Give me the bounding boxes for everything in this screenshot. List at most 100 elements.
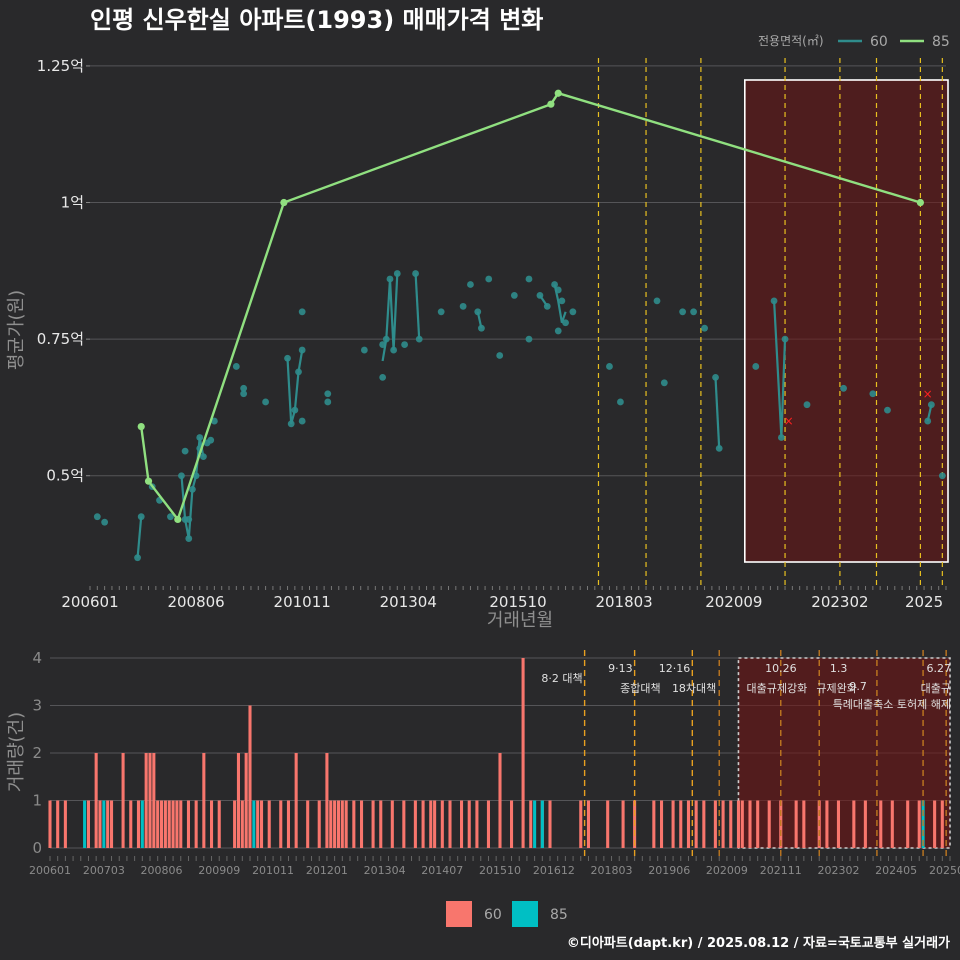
series-60-point — [701, 324, 708, 332]
volume-bar-60 — [329, 800, 333, 848]
volume-bar-60 — [325, 753, 329, 848]
volume-bar-60 — [86, 800, 90, 848]
volume-bar-60 — [244, 753, 248, 848]
series-60-point — [536, 292, 544, 299]
volume-x-tick-label: 200601 — [29, 864, 71, 877]
series-60-point — [207, 436, 215, 444]
series-60-point — [770, 297, 778, 305]
series-60-point — [467, 281, 474, 288]
footer-credit: ©디아파트(dapt.kr) / 2025.08.12 / 자료=국토교통부 실… — [567, 935, 950, 951]
volume-bar-60 — [279, 800, 283, 848]
volume-bar-60 — [906, 800, 910, 848]
policy-annotation-detail: 규제완화 — [816, 682, 856, 695]
series-60-point — [196, 434, 204, 441]
volume-bar-60 — [233, 800, 237, 848]
series-60-point — [401, 341, 408, 348]
volume-bar-60 — [890, 800, 894, 848]
volume-x-tick-label: 201906 — [648, 864, 690, 877]
volume-x-tick-label: 201612 — [533, 864, 575, 877]
volume-bar-60 — [836, 800, 840, 848]
series-60-point — [185, 535, 193, 542]
series-60-point — [134, 554, 141, 562]
series-60-point — [101, 518, 109, 526]
volume-bar-60 — [371, 800, 375, 848]
series-60-point — [200, 453, 207, 460]
series-60-point — [437, 308, 445, 316]
series-60-point — [551, 281, 558, 288]
cancelled-deal-mark: × — [784, 414, 794, 428]
volume-bar-60 — [267, 800, 271, 848]
volume-bar-60 — [186, 800, 190, 848]
bar-legend-swatch-85 — [512, 901, 538, 927]
volume-bar-60 — [217, 800, 221, 848]
volume-x-tick-label: 202507 — [929, 864, 960, 877]
volume-bar-60 — [194, 800, 198, 848]
volume-bar-60 — [129, 800, 133, 848]
series-60-point — [938, 472, 946, 480]
volume-bar-60 — [256, 800, 260, 848]
volume-bar-60 — [260, 800, 264, 848]
series-60-point — [189, 485, 196, 493]
y-tick-label: 0.75억 — [37, 330, 84, 348]
volume-x-tick-label: 202405 — [875, 864, 917, 877]
volume-bar-60 — [294, 753, 298, 848]
volume-bar-60 — [767, 800, 771, 848]
y-tick-label: 1억 — [61, 194, 84, 212]
volume-x-tick-label: 200703 — [83, 864, 125, 877]
volume-bar-60 — [379, 800, 383, 848]
series-60-point — [167, 513, 174, 521]
volume-bar-60 — [56, 800, 60, 848]
x-tick-label: 200601 — [61, 593, 118, 611]
volume-bar-60 — [460, 800, 464, 848]
policy-annotation: 12·16 — [659, 662, 691, 675]
series-60-point — [690, 308, 697, 316]
volume-bar-60 — [317, 800, 321, 848]
volume-bar-60 — [917, 800, 921, 848]
series-60-point — [617, 398, 624, 406]
line-legend: 전용면적(㎡) 60 85 — [758, 34, 950, 50]
volume-x-tick-label: 201304 — [364, 864, 406, 877]
volume-y-axis-title: 거래량(건) — [6, 712, 27, 792]
series-60-point — [803, 401, 811, 409]
volume-bar-60 — [736, 800, 740, 848]
series-60-point — [554, 286, 562, 294]
volume-bar-60 — [713, 800, 717, 848]
volume-x-tick-label: 201407 — [421, 864, 463, 877]
series-60-point — [543, 302, 551, 310]
volume-bar-60 — [156, 800, 160, 848]
volume-bar-60 — [136, 800, 140, 848]
volume-x-tick-label: 201510 — [479, 864, 521, 877]
volume-bar-60 — [548, 800, 552, 848]
series-60-point — [715, 445, 723, 452]
x-axis-title: 거래년월 — [487, 610, 553, 631]
volume-plot: 0 1 2 3 4 8·2 대책 9·13 종합대책 12·16 18차대책 10.26 대출규제강화… — [29, 649, 960, 877]
y-axis-title: 평균가(원) — [6, 290, 27, 370]
volume-bar-60 — [236, 753, 240, 848]
volume-bar-60 — [160, 800, 164, 848]
bar-legend-label-85: 85 — [550, 907, 568, 923]
volume-bar-60 — [486, 800, 490, 848]
series-60-point — [777, 434, 785, 441]
volume-bar-60 — [879, 800, 883, 848]
volume-x-tick-label: 201011 — [252, 864, 294, 877]
line-legend-title: 전용면적(㎡) — [758, 34, 824, 48]
series-60-point — [869, 390, 877, 398]
series-60-point — [840, 384, 847, 392]
policy-annotation: 1.3 — [830, 662, 848, 675]
series-60-point — [459, 302, 467, 310]
bar-legend-label-60: 60 — [484, 907, 502, 923]
x-tick-label: 201510 — [489, 593, 546, 611]
series-60-point — [298, 417, 306, 425]
policy-annotation-detail: 18차대책 — [672, 682, 716, 695]
series-60-line — [714, 377, 721, 449]
price-plot: 0.5억 0.75억 1억 1.25억 200601 200806 201011 201304… — [37, 57, 949, 611]
volume-bar-60 — [721, 800, 725, 848]
series-60-point — [240, 390, 248, 398]
volume-bar-60 — [440, 800, 444, 848]
volume-bar-60 — [248, 705, 252, 848]
volume-bar-60 — [729, 800, 733, 848]
series-60-point — [379, 341, 387, 348]
volume-x-tick-label: 202111 — [760, 864, 802, 877]
series-60-point — [712, 373, 719, 381]
policy-annotation-detail: 종합대책 — [620, 682, 660, 695]
